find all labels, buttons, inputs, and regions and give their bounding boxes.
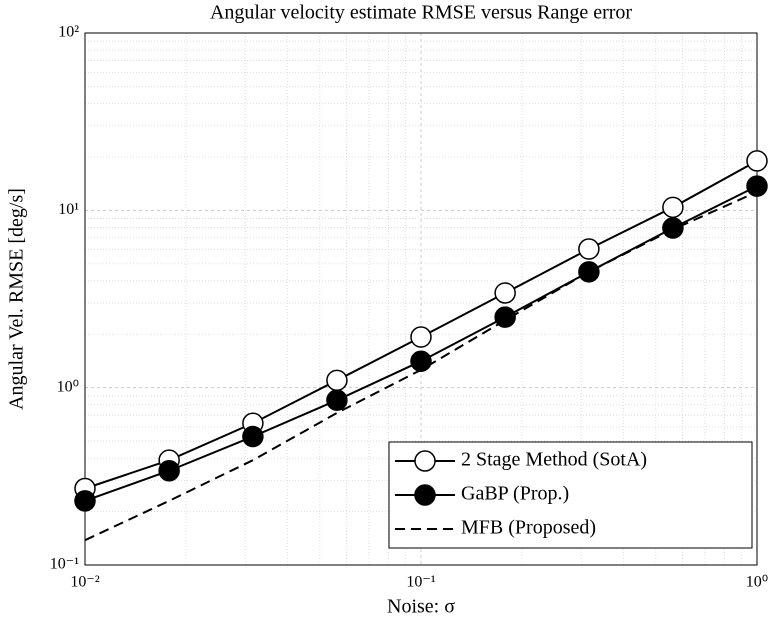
x-tick-label: 10⁻² <box>70 574 99 591</box>
x-tick-label: 10⁰ <box>746 574 768 591</box>
legend-marker <box>414 450 436 472</box>
marker <box>410 350 432 372</box>
legend-marker <box>414 484 436 506</box>
legend: 2 Stage Method (SotA) GaBP (Prop.) MFB (Pr… <box>388 441 753 549</box>
marker <box>578 238 600 260</box>
marker <box>74 490 96 512</box>
series-line <box>84 191 758 542</box>
y-axis-label: Angular Vel. RMSE [deg/s] <box>6 188 28 410</box>
y-tick-label: 10¹ <box>58 201 79 218</box>
marker <box>746 150 768 172</box>
marker <box>662 217 684 239</box>
chart-title: Angular velocity estimate RMSE versus Ra… <box>210 2 632 24</box>
legend-label: MFB (Proposed) <box>461 517 596 539</box>
marker <box>662 196 684 219</box>
marker <box>410 326 432 348</box>
plot-border <box>84 32 758 566</box>
legend-label: 2 Stage Method (SotA) <box>461 449 647 471</box>
y-tick-label: 10⁻¹ <box>50 556 79 573</box>
marker <box>494 282 516 304</box>
marker <box>746 175 768 197</box>
marker <box>242 425 264 448</box>
x-axis-label: Noise: σ <box>387 596 455 618</box>
marker <box>158 460 180 482</box>
y-tick-label: 10² <box>58 24 79 41</box>
marker <box>326 389 348 411</box>
marker <box>578 261 600 283</box>
marker <box>326 369 348 392</box>
legend-label: GaBP (Prop.) <box>461 483 569 505</box>
x-tick-label: 10⁻¹ <box>406 574 435 591</box>
y-tick-label: 10⁰ <box>57 378 79 395</box>
